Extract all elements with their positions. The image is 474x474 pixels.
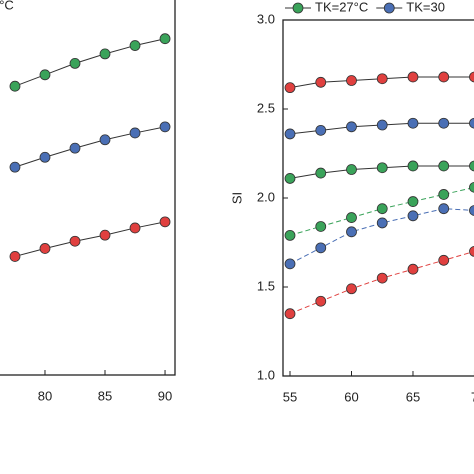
data-point xyxy=(407,117,419,129)
data-point xyxy=(407,196,419,207)
data-point xyxy=(284,258,296,270)
data-point xyxy=(129,40,141,51)
y-tick-label: 1.0 xyxy=(257,367,275,382)
data-point xyxy=(376,119,388,131)
data-point xyxy=(469,160,474,172)
legend-label: TK=27°C xyxy=(315,0,368,14)
data-point xyxy=(284,229,296,241)
data-point xyxy=(315,167,327,179)
data-point xyxy=(438,117,450,129)
data-point xyxy=(469,117,474,129)
data-point xyxy=(99,229,111,241)
y-tick-label: 2.0 xyxy=(257,189,275,204)
y-axis-label: SI xyxy=(229,192,244,204)
series-line xyxy=(14,38,166,87)
data-point xyxy=(99,134,111,146)
x-tick-label: 80 xyxy=(38,388,52,403)
data-point xyxy=(346,121,357,133)
legend-label: TK=30 xyxy=(406,0,445,14)
data-point xyxy=(315,221,327,232)
x-tick-label: 65 xyxy=(406,389,420,404)
data-point xyxy=(159,33,171,45)
data-point xyxy=(69,58,81,69)
data-point xyxy=(438,71,450,83)
data-point xyxy=(469,205,474,216)
plot-frame xyxy=(0,0,176,376)
data-point xyxy=(376,73,388,85)
data-point xyxy=(346,226,357,238)
series-line xyxy=(289,208,474,265)
x-tick-label: 55 xyxy=(283,389,297,404)
data-point xyxy=(469,246,474,257)
data-point xyxy=(346,283,357,295)
series-line xyxy=(14,221,166,257)
data-point xyxy=(469,71,474,83)
data-point xyxy=(438,160,450,172)
series-line xyxy=(14,126,166,168)
legend-marker xyxy=(292,2,304,14)
data-point xyxy=(315,76,327,88)
data-point xyxy=(376,217,388,229)
data-point xyxy=(346,212,357,223)
data-point xyxy=(39,69,51,81)
data-point xyxy=(346,75,357,86)
data-point xyxy=(9,251,21,262)
y-tick-label: 3.0 xyxy=(257,11,275,26)
data-point xyxy=(129,127,141,139)
data-point xyxy=(69,235,81,247)
data-point xyxy=(469,181,474,193)
data-point xyxy=(129,222,141,234)
x-tick-label: 60 xyxy=(344,389,358,404)
data-point xyxy=(376,162,388,174)
legend-marker xyxy=(383,2,395,14)
data-point xyxy=(9,161,21,173)
data-point xyxy=(438,254,450,266)
y-tick-label: 2.5 xyxy=(257,100,275,115)
y-tick-label: 1.5 xyxy=(257,278,275,293)
data-point xyxy=(159,216,171,228)
x-tick-label: 85 xyxy=(98,388,112,403)
data-point xyxy=(9,80,21,92)
data-point xyxy=(438,203,450,215)
data-point xyxy=(315,295,327,307)
data-point xyxy=(69,142,81,154)
data-point xyxy=(407,263,419,275)
data-point xyxy=(284,308,296,320)
data-point xyxy=(315,242,327,254)
data-point xyxy=(39,151,51,163)
data-point xyxy=(315,124,327,136)
data-point xyxy=(284,173,296,184)
data-point xyxy=(376,203,388,215)
data-point xyxy=(346,164,357,175)
data-point xyxy=(407,71,419,83)
data-point xyxy=(284,82,296,94)
data-point xyxy=(407,210,419,222)
data-point xyxy=(284,128,296,140)
x-tick-label: 90 xyxy=(158,388,172,403)
data-point xyxy=(99,48,111,60)
data-point xyxy=(376,272,388,284)
x-tick-label: 7 xyxy=(471,389,474,404)
data-point xyxy=(39,243,51,254)
legend-label: 5°C xyxy=(0,0,14,12)
data-point xyxy=(407,160,419,172)
data-point xyxy=(159,121,171,133)
data-point xyxy=(438,189,450,200)
